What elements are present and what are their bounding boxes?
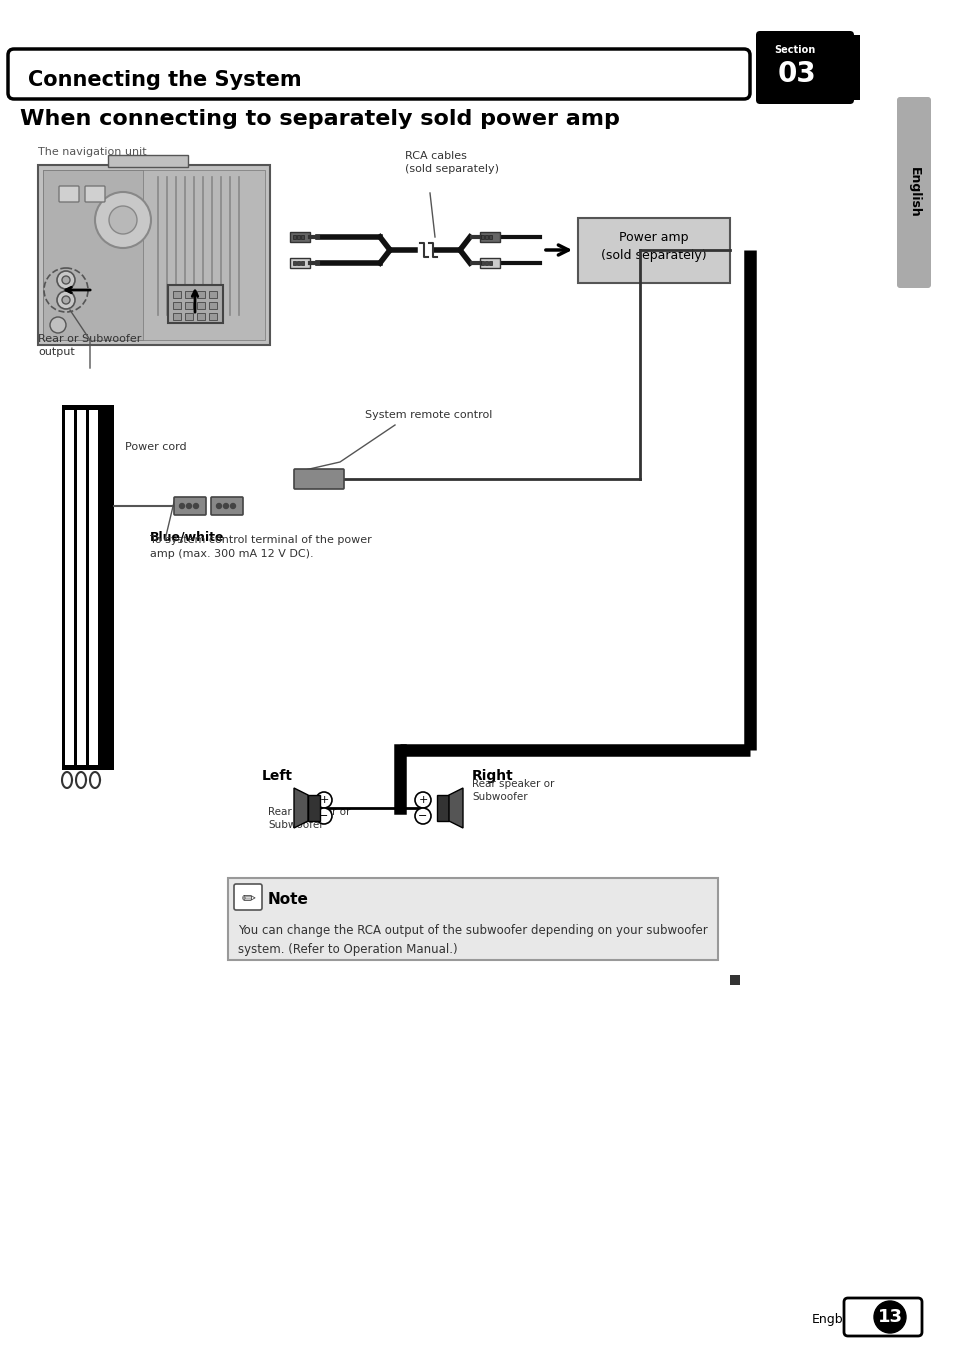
FancyBboxPatch shape xyxy=(290,258,310,268)
Text: Blue/white: Blue/white xyxy=(150,530,224,544)
FancyBboxPatch shape xyxy=(843,1298,921,1336)
FancyBboxPatch shape xyxy=(480,261,483,265)
Text: 03: 03 xyxy=(778,59,816,88)
Circle shape xyxy=(95,192,151,247)
FancyBboxPatch shape xyxy=(209,314,216,320)
Text: Rear or Subwoofer
output: Rear or Subwoofer output xyxy=(38,334,141,357)
Circle shape xyxy=(216,503,221,508)
Circle shape xyxy=(315,808,332,823)
Circle shape xyxy=(223,503,229,508)
Text: ✏: ✏ xyxy=(241,890,254,907)
Text: RCA cables
(sold separately): RCA cables (sold separately) xyxy=(405,151,498,174)
FancyBboxPatch shape xyxy=(185,291,193,297)
FancyBboxPatch shape xyxy=(484,261,488,265)
FancyBboxPatch shape xyxy=(480,235,483,239)
FancyBboxPatch shape xyxy=(896,97,930,288)
Circle shape xyxy=(57,291,75,310)
Text: Left: Left xyxy=(262,769,293,783)
FancyBboxPatch shape xyxy=(484,235,488,239)
FancyBboxPatch shape xyxy=(172,314,181,320)
FancyBboxPatch shape xyxy=(65,410,74,765)
FancyBboxPatch shape xyxy=(800,35,859,100)
Circle shape xyxy=(62,296,70,304)
Circle shape xyxy=(50,316,66,333)
FancyBboxPatch shape xyxy=(43,170,143,339)
FancyBboxPatch shape xyxy=(296,235,299,239)
Text: When connecting to separately sold power amp: When connecting to separately sold power… xyxy=(20,110,619,128)
FancyBboxPatch shape xyxy=(62,406,113,771)
FancyBboxPatch shape xyxy=(196,314,205,320)
Text: Right: Right xyxy=(472,769,514,783)
Circle shape xyxy=(109,206,137,234)
Text: −: − xyxy=(417,811,427,821)
FancyBboxPatch shape xyxy=(8,49,749,99)
Text: System remote control: System remote control xyxy=(365,410,492,420)
FancyBboxPatch shape xyxy=(301,261,304,265)
Circle shape xyxy=(415,792,431,808)
Circle shape xyxy=(315,792,332,808)
Text: Engb: Engb xyxy=(811,1314,842,1326)
Polygon shape xyxy=(449,788,462,827)
FancyBboxPatch shape xyxy=(293,235,295,239)
Circle shape xyxy=(193,503,198,508)
Circle shape xyxy=(186,503,192,508)
FancyBboxPatch shape xyxy=(196,301,205,310)
FancyBboxPatch shape xyxy=(209,301,216,310)
FancyBboxPatch shape xyxy=(228,877,718,960)
Text: Power amp
(sold separately): Power amp (sold separately) xyxy=(600,230,706,261)
FancyBboxPatch shape xyxy=(479,233,499,242)
Text: English: English xyxy=(906,166,920,218)
FancyBboxPatch shape xyxy=(233,884,262,910)
Text: 13: 13 xyxy=(877,1307,902,1326)
Text: Power cord: Power cord xyxy=(125,442,187,452)
Text: +: + xyxy=(319,795,329,804)
Circle shape xyxy=(179,503,184,508)
Text: You can change the RCA output of the subwoofer depending on your subwoofer
syste: You can change the RCA output of the sub… xyxy=(237,923,707,956)
Circle shape xyxy=(57,270,75,289)
FancyBboxPatch shape xyxy=(293,261,295,265)
Text: Rear speaker or
Subwoofer: Rear speaker or Subwoofer xyxy=(268,807,350,830)
FancyBboxPatch shape xyxy=(43,170,265,339)
FancyBboxPatch shape xyxy=(296,261,299,265)
FancyBboxPatch shape xyxy=(77,410,86,765)
FancyBboxPatch shape xyxy=(196,291,205,297)
FancyBboxPatch shape xyxy=(211,498,243,515)
FancyBboxPatch shape xyxy=(294,469,344,489)
FancyBboxPatch shape xyxy=(168,285,223,323)
FancyBboxPatch shape xyxy=(489,235,492,239)
FancyBboxPatch shape xyxy=(85,187,105,201)
Text: Connecting the System: Connecting the System xyxy=(28,70,301,91)
Text: +: + xyxy=(417,795,427,804)
Text: Rear speaker or
Subwoofer: Rear speaker or Subwoofer xyxy=(472,779,554,802)
FancyBboxPatch shape xyxy=(89,410,98,765)
Circle shape xyxy=(62,276,70,284)
FancyBboxPatch shape xyxy=(729,975,740,986)
FancyBboxPatch shape xyxy=(172,301,181,310)
FancyBboxPatch shape xyxy=(108,155,188,168)
Polygon shape xyxy=(294,788,308,827)
FancyBboxPatch shape xyxy=(59,187,79,201)
FancyBboxPatch shape xyxy=(290,233,310,242)
FancyBboxPatch shape xyxy=(209,291,216,297)
Text: Note: Note xyxy=(268,892,309,907)
FancyBboxPatch shape xyxy=(479,258,499,268)
Text: To system control terminal of the power
amp (max. 300 mA 12 V DC).: To system control terminal of the power … xyxy=(150,535,372,558)
FancyBboxPatch shape xyxy=(173,498,206,515)
Text: Section: Section xyxy=(773,45,815,55)
FancyBboxPatch shape xyxy=(755,31,853,104)
Text: The navigation unit: The navigation unit xyxy=(38,147,147,157)
FancyBboxPatch shape xyxy=(172,291,181,297)
FancyBboxPatch shape xyxy=(185,314,193,320)
FancyBboxPatch shape xyxy=(436,795,449,821)
FancyBboxPatch shape xyxy=(578,218,729,283)
Circle shape xyxy=(873,1301,905,1333)
FancyBboxPatch shape xyxy=(308,795,319,821)
FancyBboxPatch shape xyxy=(185,301,193,310)
Text: −: − xyxy=(319,811,329,821)
FancyBboxPatch shape xyxy=(489,261,492,265)
Circle shape xyxy=(231,503,235,508)
FancyBboxPatch shape xyxy=(301,235,304,239)
FancyBboxPatch shape xyxy=(38,165,270,345)
Circle shape xyxy=(415,808,431,823)
